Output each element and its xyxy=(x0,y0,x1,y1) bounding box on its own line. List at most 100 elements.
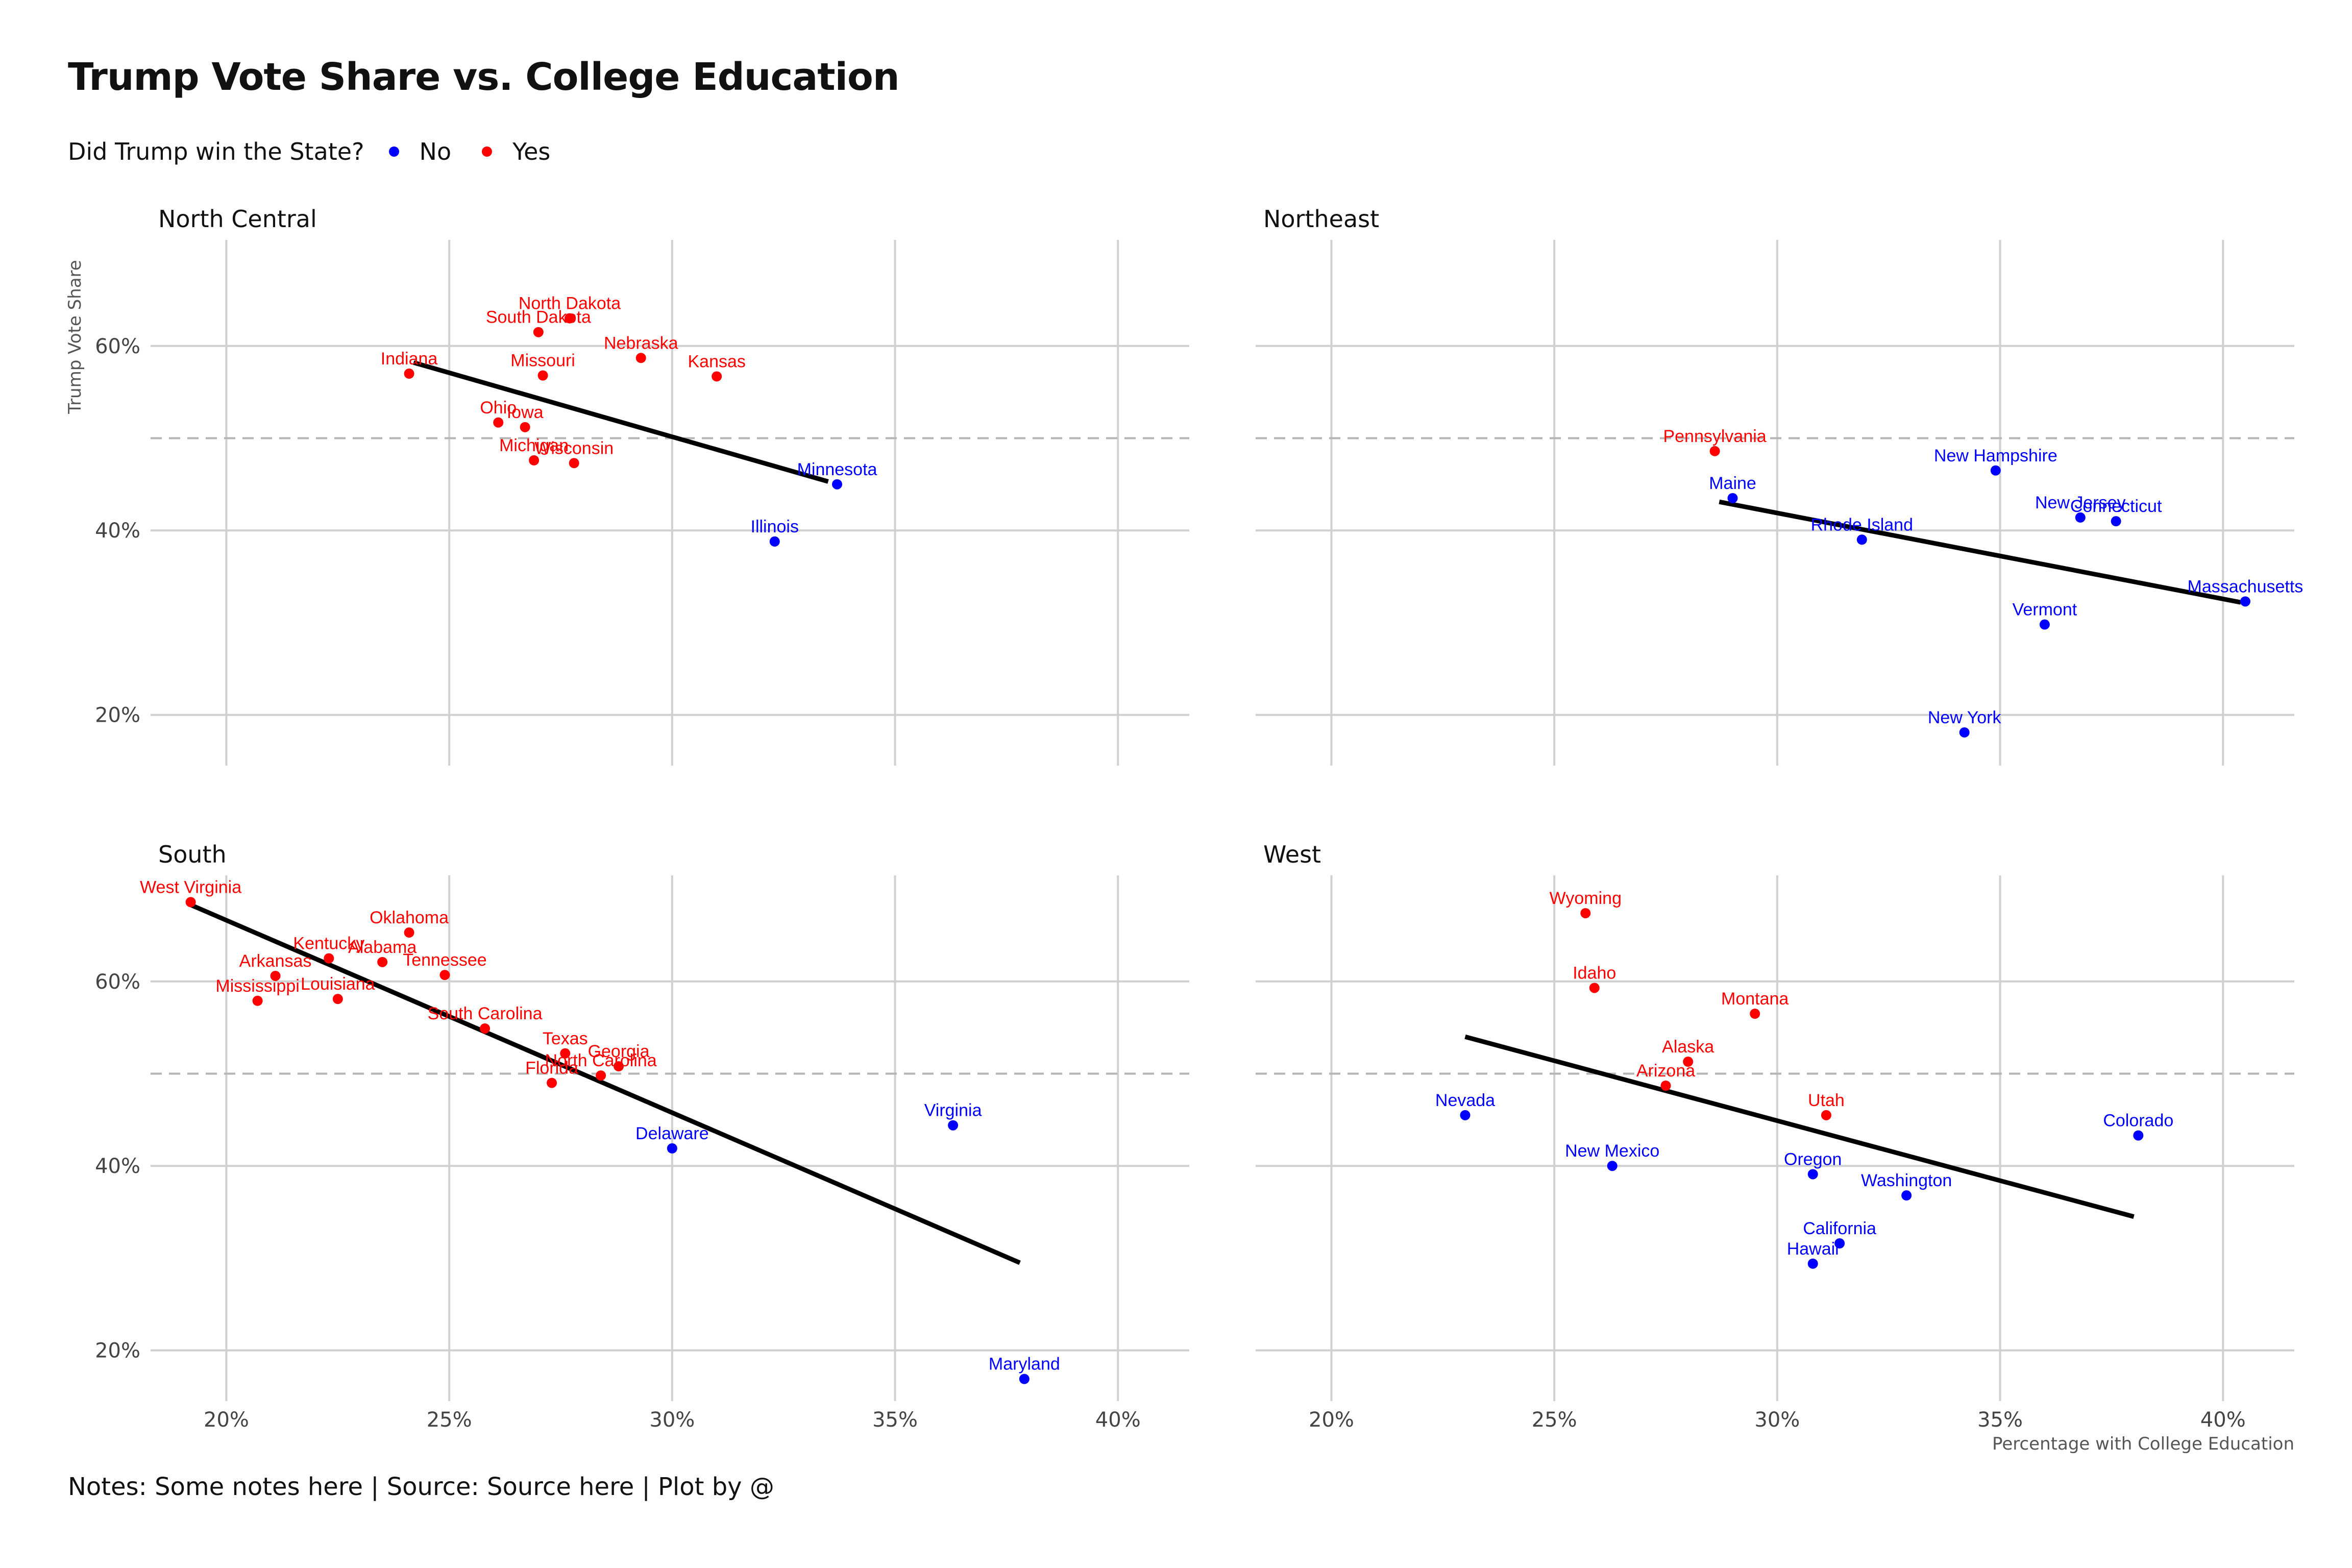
point-alabama xyxy=(377,957,388,967)
legend-label-no: No xyxy=(419,138,452,165)
legend-dot-yes xyxy=(482,146,493,157)
point-vermont xyxy=(2039,619,2050,630)
point-label-virginia: Virginia xyxy=(924,1101,982,1120)
point-mississippi xyxy=(252,995,263,1006)
point-label-arizona: Arizona xyxy=(1636,1061,1695,1081)
x-tick-label-south-1: 25% xyxy=(427,1408,472,1432)
y-tick-label-north-central-2: 60% xyxy=(95,335,140,358)
point-label-iowa: Iowa xyxy=(507,403,544,422)
point-florida xyxy=(547,1077,557,1088)
point-label-wisconsin: Wisconsin xyxy=(534,438,614,458)
point-minnesota xyxy=(832,479,843,489)
legend-item-no: No xyxy=(388,138,452,165)
point-label-texas: Texas xyxy=(543,1029,588,1048)
legend-title: Did Trump win the State? xyxy=(68,138,364,165)
chart-caption: Notes: Some notes here | Source: Source … xyxy=(68,1473,774,1501)
point-label-idaho: Idaho xyxy=(1573,963,1616,983)
point-label-nebraska: Nebraska xyxy=(604,333,678,353)
x-axis-title: Percentage with College Education xyxy=(1992,1434,2294,1454)
point-california xyxy=(1834,1238,1845,1248)
x-tick-label-west-2: 30% xyxy=(1754,1408,1800,1432)
point-north-carolina xyxy=(596,1070,606,1081)
point-hawaii xyxy=(1807,1258,1818,1269)
point-kentucky xyxy=(324,953,334,964)
panel-title-north-central: North Central xyxy=(158,205,317,233)
point-label-michigan: Michigan xyxy=(499,436,569,455)
x-tick-label-south-0: 20% xyxy=(204,1408,249,1432)
point-tennessee xyxy=(439,970,450,981)
point-label-new-jersey: New Jersey xyxy=(2035,493,2126,512)
point-delaware xyxy=(667,1143,677,1154)
point-utah xyxy=(1821,1110,1831,1120)
point-south-dakota xyxy=(533,327,544,337)
point-nevada xyxy=(1460,1110,1471,1120)
point-west-virginia xyxy=(185,897,196,908)
point-texas xyxy=(560,1048,571,1059)
point-label-mississippi: Mississippi xyxy=(215,976,299,996)
legend-item-yes: Yes xyxy=(482,138,550,165)
x-tick-label-west-0: 20% xyxy=(1309,1408,1354,1432)
panel-title-northeast: Northeast xyxy=(1263,205,1379,233)
trend-line-south xyxy=(189,902,1021,1265)
point-wisconsin xyxy=(569,458,579,469)
point-label-nevada: Nevada xyxy=(1435,1091,1495,1110)
point-virginia xyxy=(948,1120,959,1131)
point-label-west-virginia: West Virginia xyxy=(140,877,241,897)
point-new-york xyxy=(1959,727,1970,738)
point-rhode-island xyxy=(1856,534,1867,545)
trend-line-west xyxy=(1464,1034,2135,1219)
point-label-utah: Utah xyxy=(1808,1091,1845,1110)
point-label-washington: Washington xyxy=(1861,1171,1952,1190)
point-label-hawaii: Hawaii xyxy=(1787,1239,1839,1259)
point-iowa xyxy=(520,422,530,432)
point-missouri xyxy=(537,370,548,381)
point-connecticut xyxy=(2111,516,2121,527)
point-oregon xyxy=(1807,1169,1818,1180)
point-michigan xyxy=(529,455,540,465)
point-label-new-hampshire: New Hampshire xyxy=(1934,446,2057,465)
point-label-delaware: Delaware xyxy=(635,1124,709,1143)
point-maine xyxy=(1727,493,1738,503)
point-nebraska xyxy=(635,353,646,363)
point-label-minnesota: Minnesota xyxy=(797,460,877,479)
point-washington xyxy=(1901,1190,1912,1201)
point-label-indiana: Indiana xyxy=(381,349,438,369)
point-label-new-mexico: New Mexico xyxy=(1565,1141,1659,1161)
x-tick-label-south-3: 35% xyxy=(872,1408,918,1432)
x-tick-label-west-1: 25% xyxy=(1532,1408,1577,1432)
point-label-connecticut: Connecticut xyxy=(2070,497,2162,516)
point-maryland xyxy=(1019,1374,1030,1384)
point-colorado xyxy=(2133,1130,2144,1141)
point-south-carolina xyxy=(480,1023,491,1034)
point-montana xyxy=(1750,1009,1760,1019)
x-tick-label-west-3: 35% xyxy=(1977,1408,2023,1432)
trend-line-north-central xyxy=(413,360,829,484)
point-indiana xyxy=(404,369,414,379)
point-arkansas xyxy=(270,970,281,981)
point-wyoming xyxy=(1580,908,1591,919)
point-label-maine: Maine xyxy=(1709,474,1756,493)
point-georgia xyxy=(614,1061,624,1072)
y-tick-label-south-1: 40% xyxy=(95,1155,140,1178)
point-label-oklahoma: Oklahoma xyxy=(370,908,449,927)
point-idaho xyxy=(1589,983,1600,993)
point-label-montana: Montana xyxy=(1721,989,1788,1009)
y-tick-label-south-0: 20% xyxy=(95,1339,140,1363)
point-label-alaska: Alaska xyxy=(1662,1037,1714,1057)
point-new-jersey xyxy=(2075,512,2086,523)
point-label-illinois: Illinois xyxy=(751,517,799,536)
chart-title: Trump Vote Share vs. College Education xyxy=(68,55,900,99)
point-label-vermont: Vermont xyxy=(2013,600,2077,620)
point-massachusetts xyxy=(2240,596,2250,607)
point-label-arkansas: Arkansas xyxy=(239,951,312,971)
panel-title-south: South xyxy=(158,841,227,868)
point-new-hampshire xyxy=(1990,465,2001,476)
point-label-colorado: Colorado xyxy=(2103,1111,2173,1131)
x-tick-label-south-2: 30% xyxy=(649,1408,695,1432)
point-label-pennsylvania: Pennsylvania xyxy=(1663,427,1766,446)
legend-dot-no xyxy=(388,146,399,157)
y-tick-label-north-central-1: 40% xyxy=(95,519,140,543)
point-label-massachusetts: Massachusetts xyxy=(2188,577,2304,596)
y-tick-label-north-central-0: 20% xyxy=(95,704,140,727)
x-tick-label-west-4: 40% xyxy=(2200,1408,2246,1432)
